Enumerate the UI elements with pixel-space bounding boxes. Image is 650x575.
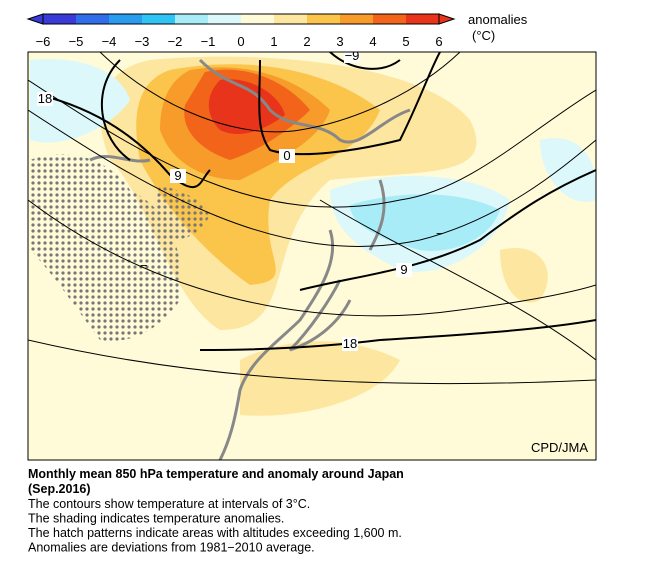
colorbar-segment (76, 14, 109, 24)
contour-label-bg (396, 263, 412, 277)
colorbar-arrow (26, 13, 44, 25)
colorbar-tick-label: 3 (336, 34, 343, 49)
contour-label: 0 (283, 148, 290, 163)
contour-label: 9 (174, 168, 181, 183)
colorbar-segment (373, 14, 406, 24)
contour-label-bg (37, 92, 53, 106)
colorbar-segment (142, 14, 175, 24)
colorbar-segment (208, 14, 241, 24)
colorbar: −6 −5 −4 −3 −2 −1 0 1 2 3 4 5 6 (26, 13, 456, 49)
colorbar-tick-label: −6 (36, 34, 51, 49)
contour-label-bg (279, 149, 295, 163)
anomaly-sign: − (436, 226, 444, 241)
colorbar-tick-label: −3 (135, 34, 150, 49)
contour-label-bg (344, 52, 360, 63)
map-frame (27, 51, 597, 461)
contour-label-bg (170, 169, 186, 183)
colorbar-segment (43, 14, 76, 24)
colorbar-title: anomalies (468, 12, 528, 27)
colorbar-arrow (438, 13, 456, 25)
caption-lines: The contours show temperature at interva… (28, 497, 402, 555)
colorbar-segment (340, 14, 373, 24)
contour-label: 18 (38, 91, 52, 106)
colorbar-tick-label: −2 (168, 34, 183, 49)
colorbar-tick-label: 6 (435, 34, 442, 49)
colorbar-tick-label: 4 (369, 34, 376, 49)
contour-label: −9 (345, 48, 360, 63)
colorbar-tick-label: 5 (402, 34, 409, 49)
caption-line: The contours show temperature at interva… (28, 497, 310, 511)
caption-period: (Sep.2016) (28, 482, 91, 496)
colorbar-segment (175, 14, 208, 24)
contour-label: 9 (400, 262, 407, 277)
map: 18 9 0 −9 9 18 − − CPD/JMA (28, 48, 596, 460)
caption-line: The hatch patterns indicate areas with a… (28, 526, 402, 540)
colorbar-unit: (°C) (472, 28, 495, 43)
colorbar-tick-label: 2 (303, 34, 310, 49)
colorbar-tick-label: 0 (237, 34, 244, 49)
anomaly-sign: − (140, 258, 148, 273)
colorbar-segment (241, 14, 274, 24)
caption-line: The shading indicates temperature anomal… (28, 512, 284, 526)
contour-label-bg (342, 337, 358, 351)
colorbar-segment (109, 14, 142, 24)
colorbar-segment (274, 14, 307, 24)
caption-title: Monthly mean 850 hPa temperature and ano… (28, 467, 404, 481)
colorbar-frame (42, 13, 440, 25)
contour-labels: 18 9 0 −9 9 18 (37, 48, 412, 351)
contour-label: 18 (343, 336, 357, 351)
colorbar-tick-label: −1 (201, 34, 216, 49)
colorbar-tick-label: −5 (69, 34, 84, 49)
caption-line: Anomalies are deviations from 1981−2010 … (28, 541, 315, 555)
colorbar-tick-label: 1 (270, 34, 277, 49)
colorbar-segment (406, 14, 439, 24)
colorbar-tick-label: −4 (102, 34, 117, 49)
credit: CPD/JMA (531, 440, 588, 455)
colorbar-segment (307, 14, 340, 24)
